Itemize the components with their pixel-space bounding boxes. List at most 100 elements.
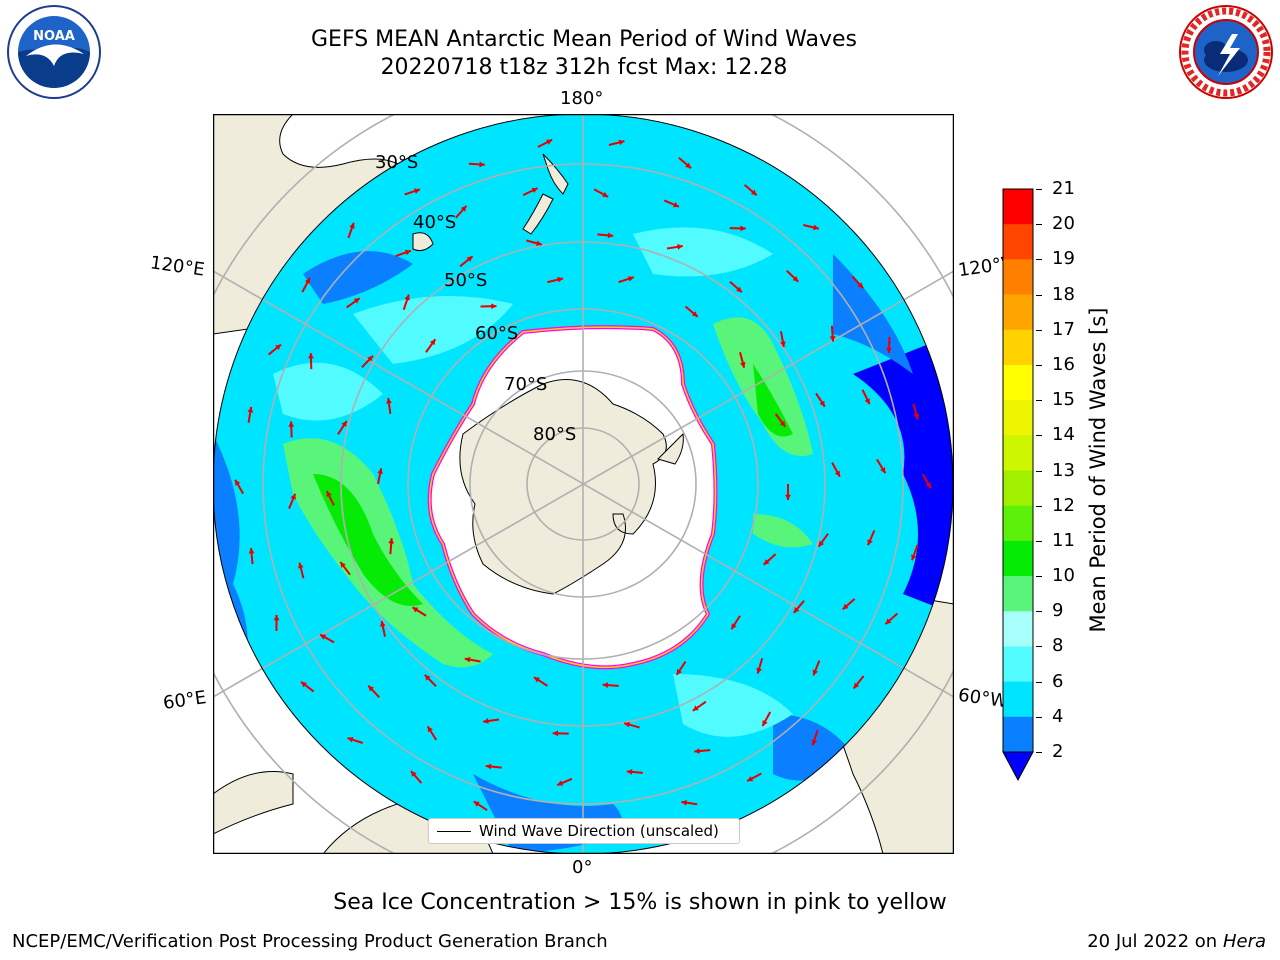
wave-direction-arrowhead xyxy=(911,554,917,561)
wave-direction-arrowhead xyxy=(386,398,392,404)
wave-direction-arrowhead xyxy=(404,294,410,301)
wave-direction-arrowhead xyxy=(353,298,360,304)
wave-direction-arrowhead xyxy=(533,677,540,683)
footer-date: 20 Jul 2022 on Hera xyxy=(1087,931,1266,952)
lat-label-50s: 50°S xyxy=(444,270,488,291)
wave-direction-arrowhead xyxy=(740,225,746,232)
colorbar-tick-mark xyxy=(1036,540,1042,542)
wave-direction-arrowhead xyxy=(377,468,383,475)
wave-direction-arrowhead xyxy=(320,634,327,640)
colorbar-tick-label: 20 xyxy=(1052,213,1075,235)
colorbar-tick-mark xyxy=(1036,505,1042,507)
wind-wave-arrows xyxy=(234,138,932,830)
wave-direction-arrowhead xyxy=(867,539,873,546)
wave-direction-arrowhead xyxy=(694,748,700,754)
wave-direction-arrowhead xyxy=(842,603,849,610)
colorbar-tick-label: 12 xyxy=(1052,494,1075,516)
wave-direction-arrowhead xyxy=(288,421,295,427)
lat-label-30s: 30°S xyxy=(375,152,419,173)
wave-direction-arrowhead xyxy=(607,232,614,239)
colorbar-tick-mark xyxy=(1036,294,1042,296)
map-frame-border xyxy=(213,114,954,854)
madagascar-land xyxy=(213,771,294,835)
lon-label-120e: 120°E xyxy=(148,252,206,281)
wave-direction-arrowhead xyxy=(429,339,436,346)
legend-line-swatch xyxy=(437,831,471,832)
colorbar-cell xyxy=(1003,364,1033,401)
wave-direction-arrowhead xyxy=(297,562,304,569)
wave-direction-arrowhead xyxy=(880,467,886,474)
wave-direction-arrowhead xyxy=(347,736,354,743)
wave-direction-arrowhead xyxy=(762,720,768,727)
legend-text: Wind Wave Direction (unscaled) xyxy=(479,822,719,840)
footer-date-text: 20 Jul 2022 on xyxy=(1087,931,1223,952)
chart-subtitle: 20220718 t18z 312h fcst Max: 12.28 xyxy=(380,55,788,80)
wave-direction-arrowhead xyxy=(785,494,791,500)
colorbar-tick-mark xyxy=(1036,470,1042,472)
colorbar-tick-label: 2 xyxy=(1052,741,1064,762)
wave-direction-arrowhead xyxy=(557,276,563,283)
colorbar-tick-label: 15 xyxy=(1052,389,1075,411)
wave-direction-arrowhead xyxy=(235,479,241,486)
wave-direction-arrowhead xyxy=(685,162,692,169)
wave-direction-arrowhead xyxy=(913,413,920,420)
colorbar-tick-label: 16 xyxy=(1052,353,1075,375)
wave-direction-arrowhead xyxy=(864,398,870,405)
wave-direction-arrowhead xyxy=(813,224,819,231)
colorbar-tick-mark xyxy=(1036,189,1042,190)
wave-direction-arrowhead xyxy=(247,406,254,413)
wave-direction-arrowhead xyxy=(780,341,786,348)
colorbar-cell xyxy=(1003,611,1033,647)
lon-label-0: 0° xyxy=(572,857,593,878)
wave-direction-arrowhead xyxy=(557,780,564,786)
wave-direction-arrowhead xyxy=(736,286,742,293)
colorbar-cell xyxy=(1003,716,1033,753)
wave-direction-arrowhead xyxy=(412,607,419,613)
wave-direction-arrowhead xyxy=(479,161,485,168)
wave-direction-arrowhead xyxy=(673,202,679,208)
wave-direction-arrowhead xyxy=(691,311,698,317)
colorbar-tick-label: 9 xyxy=(1052,600,1064,622)
wave-direction-arrowhead xyxy=(340,561,346,568)
wave-direction-arrowhead xyxy=(811,739,818,746)
chart-title: GEFS MEAN Antarctic Mean Period of Wind … xyxy=(311,27,857,52)
wave-direction-arrowhead xyxy=(368,685,374,692)
lat-label-70s: 70°S xyxy=(504,374,548,395)
wave-direction-arrowhead xyxy=(483,718,489,724)
wave-direction-arrowhead xyxy=(763,559,770,565)
wave-direction-arrowhead xyxy=(618,139,625,146)
wave-direction-arrowhead xyxy=(273,615,280,621)
colorbar-cell xyxy=(1003,505,1033,542)
wave-direction-arrowhead xyxy=(885,618,892,625)
colorbar-cell xyxy=(1003,400,1033,436)
wave-direction-arrowhead xyxy=(792,276,799,282)
colorbar-tick-label: 21 xyxy=(1052,178,1075,199)
wave-direction-arrowhead xyxy=(424,674,431,681)
colorbar-tick-mark xyxy=(1036,435,1042,437)
colorbar-tick-mark xyxy=(1036,646,1042,648)
antarctica-land xyxy=(459,379,667,595)
sea-ice-caption: Sea Ice Concentration > 15% is shown in … xyxy=(333,890,947,915)
colorbar-tick-label: 13 xyxy=(1052,459,1075,481)
lon-label-60e: 60°E xyxy=(161,687,208,714)
wave-direction-arrowhead xyxy=(427,726,433,733)
wave-direction-arrowhead xyxy=(248,548,255,554)
lat-label-60s: 60°S xyxy=(475,323,519,344)
colorbar-tick-mark xyxy=(1036,259,1042,261)
colorbar-tick-mark xyxy=(1036,364,1042,366)
wave-direction-arrowhead xyxy=(829,336,836,342)
wave-direction-arrowhead xyxy=(602,682,609,688)
lat-label-40s: 40°S xyxy=(413,212,457,233)
colorbar-cell xyxy=(1003,681,1033,718)
nws-logo xyxy=(1179,5,1273,99)
new-zealand-south xyxy=(522,193,554,235)
new-zealand-north xyxy=(542,153,569,195)
wave-direction-arrowhead xyxy=(834,470,840,477)
wave-direction-arrowhead xyxy=(747,776,754,782)
wave-direction-arrowhead xyxy=(491,303,497,310)
wave-direction-arrowhead xyxy=(818,540,825,547)
colorbar-tick-mark xyxy=(1036,716,1042,718)
wave-direction-arrowhead xyxy=(536,240,542,247)
colorbar-tick-label: 11 xyxy=(1052,529,1075,551)
wave-direction-arrowhead xyxy=(677,244,683,250)
